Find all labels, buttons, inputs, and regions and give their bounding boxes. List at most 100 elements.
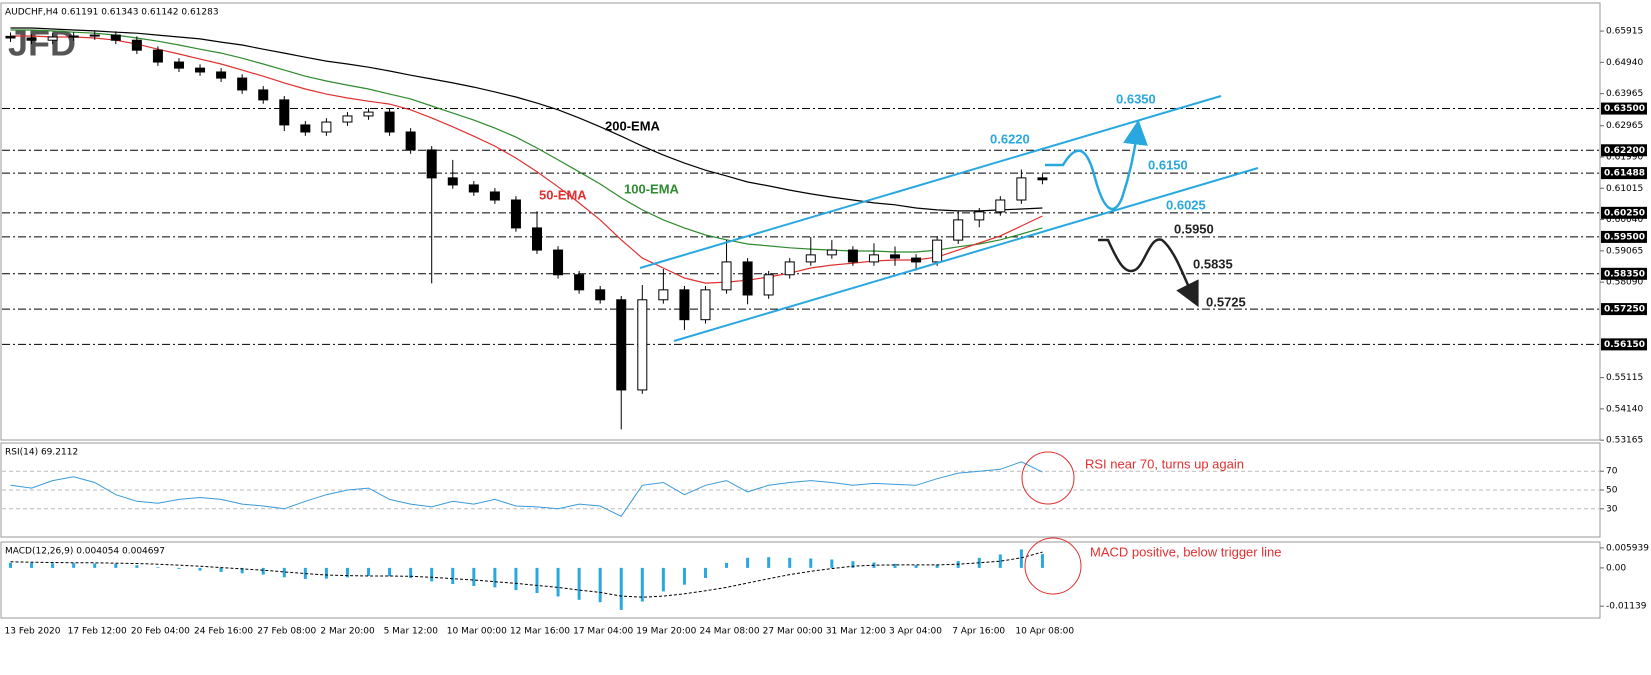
level-annotation: 0.6350 xyxy=(1116,91,1156,106)
x-tick-label: 17 Mar 04:00 xyxy=(573,627,633,637)
candle-body xyxy=(5,35,16,39)
level-annotation: 0.6025 xyxy=(1166,197,1206,212)
bullish-scenario-arrow xyxy=(1045,119,1148,211)
candle-body xyxy=(658,289,669,301)
candle-body xyxy=(616,299,627,391)
y-tick-label: 0.63965 xyxy=(1606,89,1643,99)
y-tick-label: 0.62965 xyxy=(1606,121,1643,131)
level-label: 0.59500 xyxy=(1604,232,1645,242)
candle-body xyxy=(405,131,416,151)
panel-title: AUDCHF,H4 0.61191 0.61343 0.61142 0.6128… xyxy=(5,8,219,18)
candle-body xyxy=(679,289,690,321)
candle-body xyxy=(363,111,374,117)
x-tick-label: 24 Mar 08:00 xyxy=(699,627,759,637)
x-tick-label: 17 Feb 12:00 xyxy=(68,627,127,637)
ema-label: 50-EMA xyxy=(539,187,587,202)
candle-body xyxy=(89,34,100,37)
panel-title: MACD(12,26,9) 0.004054 0.004697 xyxy=(5,547,165,557)
channel-lower xyxy=(673,167,1259,342)
candle-body xyxy=(826,249,837,256)
annotation: RSI near 70, turns up again xyxy=(1085,456,1244,471)
x-tick-label: 10 Mar 00:00 xyxy=(447,627,507,637)
candle-body xyxy=(974,211,985,221)
ema-label: 100-EMA xyxy=(624,181,680,196)
y-tick-label: 70 xyxy=(1606,467,1618,477)
ema-label: 200-EMA xyxy=(605,118,661,133)
x-tick-label: 19 Mar 20:00 xyxy=(636,627,696,637)
y-tick-label: 30 xyxy=(1606,504,1618,514)
ema-line xyxy=(10,29,1043,253)
candle-body xyxy=(300,124,311,133)
candle-body xyxy=(279,99,290,126)
candle-body xyxy=(237,77,248,91)
candle-body xyxy=(426,149,437,179)
candle-body xyxy=(26,37,37,41)
y-tick-label: 0.61990 xyxy=(1606,153,1643,163)
y-tick-label: 0.61015 xyxy=(1606,184,1643,194)
level-label: 0.56150 xyxy=(1604,340,1645,350)
candle-body xyxy=(195,67,206,73)
candle-body xyxy=(342,115,353,123)
candle-body xyxy=(932,239,943,263)
candle-body xyxy=(468,184,479,193)
candle-body xyxy=(1037,177,1048,181)
level-label: 0.63500 xyxy=(1604,104,1645,114)
y-tick-label: 0.53165 xyxy=(1606,436,1643,446)
level-annotation: 0.5950 xyxy=(1174,221,1214,236)
annotation: MACD positive, below trigger line xyxy=(1090,544,1281,559)
rsi-highlight xyxy=(1021,451,1075,505)
level-label: 0.61488 xyxy=(1604,169,1645,179)
x-tick-label: 2 Mar 20:00 xyxy=(320,627,375,637)
level-annotation: 0.6220 xyxy=(990,131,1030,146)
candle-body xyxy=(216,71,227,79)
level-tag xyxy=(1601,230,1647,243)
candle-body xyxy=(721,261,732,291)
y-tick-label: 0.65915 xyxy=(1606,27,1643,37)
level-label: 0.62200 xyxy=(1604,146,1645,156)
candle-body xyxy=(258,89,269,101)
level-tag xyxy=(1601,167,1647,180)
level-tag xyxy=(1601,144,1647,157)
x-tick-label: 7 Apr 16:00 xyxy=(952,627,1005,637)
level-label: 0.57250 xyxy=(1604,305,1645,315)
candle-body xyxy=(595,289,606,301)
y-tick-label: 0.64940 xyxy=(1606,58,1643,68)
level-tag xyxy=(1601,303,1647,316)
ema-line xyxy=(10,27,1043,212)
level-annotation: 0.5835 xyxy=(1193,256,1233,271)
candle-body xyxy=(447,177,458,186)
candle-body xyxy=(110,34,121,41)
level-label: 0.60250 xyxy=(1604,208,1645,218)
candle-body xyxy=(553,249,564,276)
candle-body xyxy=(784,261,795,276)
x-tick-label: 13 Feb 2020 xyxy=(5,627,61,637)
price-panel xyxy=(0,2,1601,441)
x-tick-label: 12 Mar 16:00 xyxy=(510,627,570,637)
candle-body xyxy=(995,199,1006,213)
candle-body xyxy=(532,227,542,251)
candle-body xyxy=(131,39,142,51)
candle-body xyxy=(763,274,774,296)
rsi-line xyxy=(10,461,1043,517)
y-tick-label: 0.005939 xyxy=(1606,543,1649,553)
candle-body xyxy=(1016,177,1027,201)
x-tick-label: 20 Feb 04:00 xyxy=(131,627,190,637)
candle-body xyxy=(152,49,163,63)
candle-body xyxy=(321,121,332,133)
x-tick-label: 10 Apr 08:00 xyxy=(1015,627,1074,637)
candle-body xyxy=(868,254,879,263)
x-tick-label: 27 Feb 08:00 xyxy=(257,627,316,637)
panel-title: RSI(14) 69.2112 xyxy=(5,448,78,458)
candle-body xyxy=(637,299,648,391)
y-tick-label: -0.01139 xyxy=(1606,602,1647,612)
level-annotation: 0.5725 xyxy=(1206,294,1246,309)
candle-body xyxy=(68,35,79,38)
level-tag xyxy=(1601,102,1647,115)
candle-body xyxy=(173,61,184,69)
level-annotation: 0.6150 xyxy=(1148,157,1188,172)
x-tick-label: 3 Apr 04:00 xyxy=(889,627,942,637)
candle-body xyxy=(890,254,901,259)
candle-body xyxy=(510,199,521,229)
